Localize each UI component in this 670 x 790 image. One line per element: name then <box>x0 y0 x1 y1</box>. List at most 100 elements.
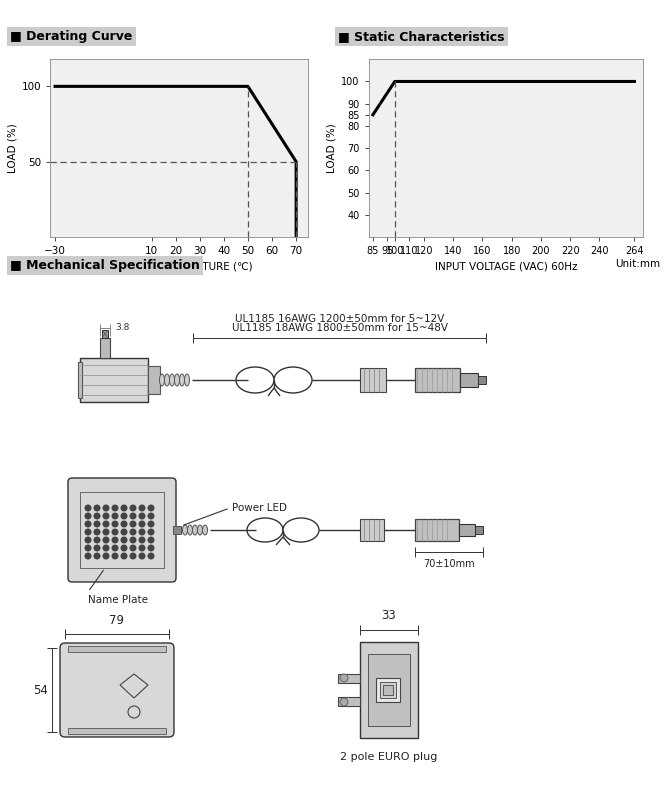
Bar <box>68 646 166 652</box>
Text: 79: 79 <box>109 614 125 627</box>
Ellipse shape <box>198 525 202 535</box>
Bar <box>383 685 393 695</box>
Ellipse shape <box>188 525 192 535</box>
Circle shape <box>340 698 348 706</box>
Bar <box>460 373 478 387</box>
Circle shape <box>94 537 100 543</box>
Circle shape <box>148 514 154 519</box>
Circle shape <box>148 537 154 543</box>
Circle shape <box>94 521 100 527</box>
Circle shape <box>130 537 136 543</box>
Circle shape <box>94 505 100 511</box>
Circle shape <box>94 553 100 559</box>
Bar <box>360 642 418 738</box>
Circle shape <box>340 674 348 682</box>
Circle shape <box>148 521 154 527</box>
X-axis label: AMBIENT TEMPERATURE (℃): AMBIENT TEMPERATURE (℃) <box>105 261 253 272</box>
Bar <box>100 338 110 358</box>
Circle shape <box>130 505 136 511</box>
Text: 3.8: 3.8 <box>115 323 129 333</box>
Bar <box>80 492 164 568</box>
Bar <box>338 674 360 683</box>
Circle shape <box>112 553 118 559</box>
Circle shape <box>85 514 91 519</box>
Circle shape <box>139 537 145 543</box>
Bar <box>459 524 475 536</box>
Circle shape <box>112 529 118 535</box>
Text: 2 pole EURO plug: 2 pole EURO plug <box>340 752 438 762</box>
Circle shape <box>139 545 145 551</box>
Circle shape <box>139 505 145 511</box>
Bar <box>102 330 108 338</box>
Ellipse shape <box>159 374 165 386</box>
Circle shape <box>121 505 127 511</box>
Circle shape <box>112 514 118 519</box>
Text: 70±10mm: 70±10mm <box>423 559 475 569</box>
Circle shape <box>130 553 136 559</box>
Ellipse shape <box>236 367 274 393</box>
Bar <box>415 368 460 392</box>
Bar <box>360 519 384 541</box>
Text: UL1185 16AWG 1200±50mm for 5~12V: UL1185 16AWG 1200±50mm for 5~12V <box>235 314 445 324</box>
Circle shape <box>121 529 127 535</box>
Text: 33: 33 <box>382 609 397 622</box>
Circle shape <box>148 505 154 511</box>
Ellipse shape <box>180 374 184 386</box>
Circle shape <box>112 537 118 543</box>
Bar <box>376 678 400 702</box>
Bar <box>415 519 459 541</box>
Text: ■ Static Characteristics: ■ Static Characteristics <box>338 30 505 43</box>
Text: 54: 54 <box>33 683 48 697</box>
Bar <box>338 697 360 706</box>
Bar <box>148 366 160 394</box>
Circle shape <box>85 521 91 527</box>
Text: UL1185 18AWG 1800±50mm for 15~48V: UL1185 18AWG 1800±50mm for 15~48V <box>232 323 448 333</box>
Bar <box>478 376 486 384</box>
Circle shape <box>139 553 145 559</box>
FancyBboxPatch shape <box>68 478 176 582</box>
Circle shape <box>112 545 118 551</box>
Bar <box>78 362 82 398</box>
Circle shape <box>103 545 109 551</box>
Circle shape <box>94 514 100 519</box>
Circle shape <box>85 505 91 511</box>
Circle shape <box>112 521 118 527</box>
Circle shape <box>103 529 109 535</box>
Ellipse shape <box>165 374 170 386</box>
Circle shape <box>139 521 145 527</box>
Circle shape <box>130 529 136 535</box>
Ellipse shape <box>184 374 190 386</box>
Circle shape <box>139 514 145 519</box>
Text: Name Plate: Name Plate <box>88 595 148 605</box>
Circle shape <box>85 537 91 543</box>
Ellipse shape <box>192 525 198 535</box>
X-axis label: INPUT VOLTAGE (VAC) 60Hz: INPUT VOLTAGE (VAC) 60Hz <box>435 261 577 272</box>
Ellipse shape <box>247 518 283 542</box>
Circle shape <box>103 553 109 559</box>
Circle shape <box>148 529 154 535</box>
Circle shape <box>130 514 136 519</box>
Ellipse shape <box>202 525 208 535</box>
FancyBboxPatch shape <box>60 643 174 737</box>
Text: Unit:mm: Unit:mm <box>615 259 660 269</box>
Circle shape <box>121 545 127 551</box>
Bar <box>80 358 148 402</box>
Bar <box>173 526 181 534</box>
Circle shape <box>85 545 91 551</box>
Circle shape <box>139 529 145 535</box>
Circle shape <box>103 505 109 511</box>
Circle shape <box>103 537 109 543</box>
Ellipse shape <box>283 518 319 542</box>
Y-axis label: LOAD (%): LOAD (%) <box>7 123 17 173</box>
Ellipse shape <box>174 374 180 386</box>
Circle shape <box>121 514 127 519</box>
Circle shape <box>112 505 118 511</box>
Bar <box>68 728 166 734</box>
Text: Power LED: Power LED <box>232 503 287 513</box>
Circle shape <box>130 545 136 551</box>
Text: ■ Derating Curve: ■ Derating Curve <box>10 30 133 43</box>
Circle shape <box>148 545 154 551</box>
Bar <box>360 368 386 392</box>
Bar <box>475 526 483 534</box>
Circle shape <box>103 521 109 527</box>
